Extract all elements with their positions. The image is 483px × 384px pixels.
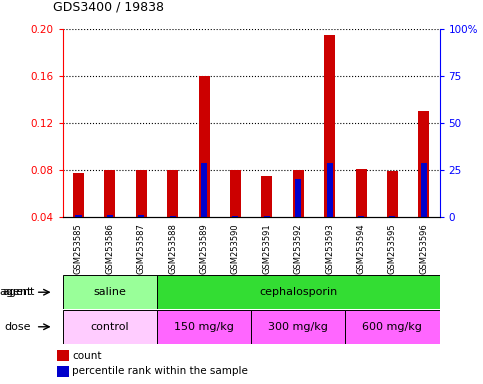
Text: GSM253586: GSM253586 <box>105 223 114 274</box>
Text: agent: agent <box>2 287 35 297</box>
Text: GSM253595: GSM253595 <box>388 223 397 274</box>
Text: 150 mg/kg: 150 mg/kg <box>174 322 234 332</box>
Bar <box>358 216 364 217</box>
Text: GSM253588: GSM253588 <box>168 223 177 274</box>
Text: saline: saline <box>93 287 127 297</box>
Bar <box>251 310 345 344</box>
Bar <box>387 171 398 217</box>
Bar <box>73 174 84 217</box>
Bar <box>167 170 178 217</box>
Text: GSM253587: GSM253587 <box>137 223 146 274</box>
Text: GSM253591: GSM253591 <box>262 223 271 274</box>
Bar <box>170 216 176 217</box>
Bar <box>138 215 144 217</box>
Bar <box>157 310 251 344</box>
Text: GSM253592: GSM253592 <box>294 223 303 274</box>
Bar <box>201 163 207 217</box>
Text: 600 mg/kg: 600 mg/kg <box>363 322 422 332</box>
Bar <box>63 275 157 309</box>
Bar <box>345 310 440 344</box>
Text: count: count <box>72 351 102 361</box>
Text: GSM253594: GSM253594 <box>356 223 366 274</box>
Text: cephalosporin: cephalosporin <box>259 287 338 297</box>
Text: GSM253593: GSM253593 <box>325 223 334 274</box>
Text: agent: agent <box>0 287 31 297</box>
Bar <box>57 350 70 361</box>
Bar <box>57 366 70 377</box>
Text: percentile rank within the sample: percentile rank within the sample <box>72 366 248 376</box>
Bar <box>199 76 210 217</box>
Bar <box>421 163 427 217</box>
Bar <box>75 215 82 217</box>
Text: control: control <box>91 322 129 332</box>
Text: GDS3400 / 19838: GDS3400 / 19838 <box>53 0 164 13</box>
Bar <box>327 163 333 217</box>
Text: GSM253596: GSM253596 <box>419 223 428 274</box>
Bar <box>324 35 335 217</box>
Bar <box>157 275 440 309</box>
Bar <box>104 170 115 217</box>
Text: GSM253585: GSM253585 <box>74 223 83 274</box>
Bar <box>232 216 239 217</box>
Bar <box>261 176 272 217</box>
Bar <box>293 170 304 217</box>
Bar <box>418 111 429 217</box>
Bar <box>136 170 147 217</box>
Bar <box>355 169 367 217</box>
Bar <box>230 170 241 217</box>
Bar <box>389 216 396 217</box>
Bar <box>264 216 270 217</box>
Bar <box>107 215 113 217</box>
Text: dose: dose <box>5 322 31 332</box>
Bar <box>295 179 301 217</box>
Text: GSM253590: GSM253590 <box>231 223 240 274</box>
Text: GSM253589: GSM253589 <box>199 223 209 274</box>
Text: 300 mg/kg: 300 mg/kg <box>269 322 328 332</box>
Bar <box>63 310 157 344</box>
